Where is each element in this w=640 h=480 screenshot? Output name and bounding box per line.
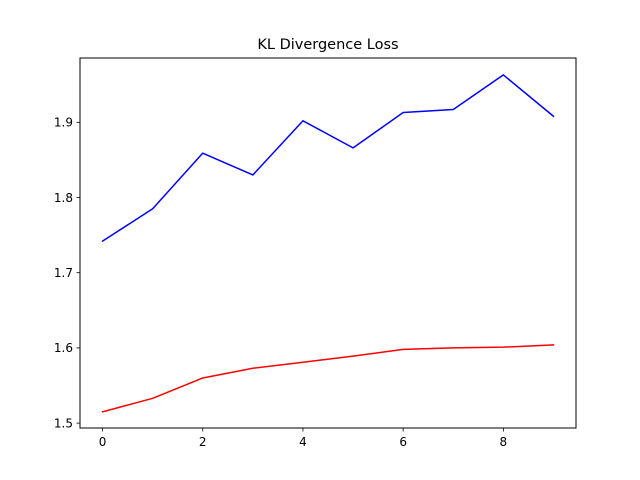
x-tick-label: 6	[399, 435, 407, 449]
plot-frame	[79, 57, 577, 429]
x-tick-label: 8	[500, 435, 508, 449]
series-layer	[101, 74, 555, 413]
y-tick-label: 1.5	[54, 416, 73, 430]
y-tick-label: 1.9	[54, 116, 73, 130]
y-tick-label: 1.8	[54, 191, 73, 205]
chart-title: KL Divergence Loss	[257, 37, 398, 53]
y-tick-label: 1.7	[54, 266, 73, 280]
x-tick-label: 2	[199, 435, 207, 449]
axes-layer: 0 2 4 6 8 1.5 1.6 1.7 1.8 1.9	[54, 116, 507, 449]
y-tick-label: 1.6	[54, 341, 73, 355]
x-tick-label: 4	[299, 435, 307, 449]
x-tick-label: 0	[99, 435, 107, 449]
series-line-1	[101, 344, 555, 413]
series-line-0	[101, 74, 555, 243]
